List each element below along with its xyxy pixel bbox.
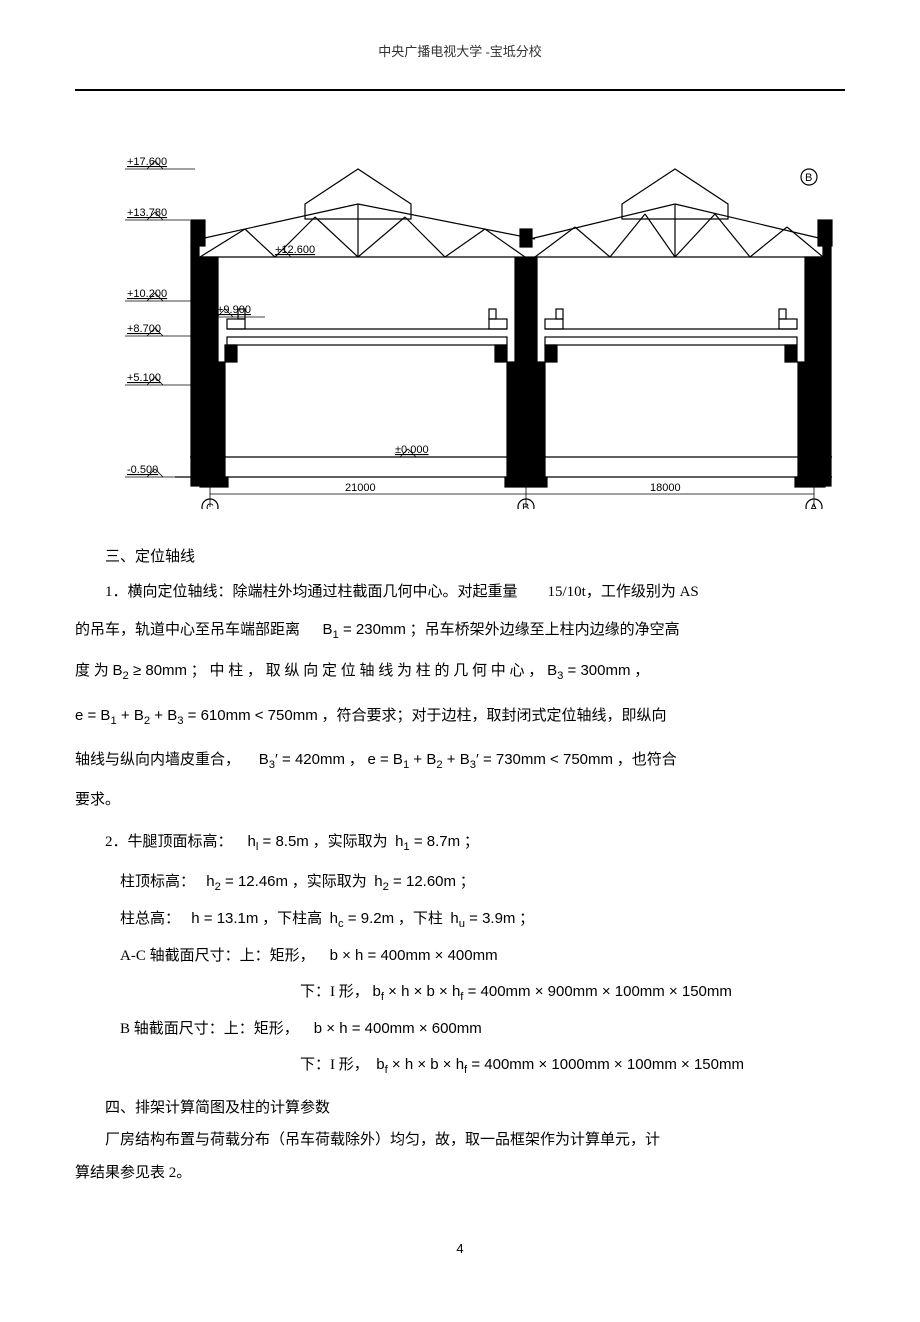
- text: 的吊车，轨道中心至吊车端部距离: [75, 622, 300, 638]
- elev-top: +17.600: [127, 156, 167, 168]
- text: ；吊车桥架外边缘至上柱内边缘的净空高: [410, 622, 680, 638]
- text: A-C 轴截面尺寸：上：矩形，: [120, 948, 315, 964]
- text: ，也符合: [617, 752, 677, 768]
- text: ；: [460, 874, 475, 890]
- text: ；: [464, 834, 479, 850]
- axis-b: B: [522, 502, 529, 509]
- formula-h1a: hl = 8.5m: [248, 833, 309, 850]
- text: ，: [634, 663, 649, 679]
- section4-title: 四、排架计算简图及柱的计算参数: [75, 1094, 845, 1123]
- s3-p6: 下：I 形， bf × h × b × hf = 400mm × 900mm ×…: [75, 974, 845, 1011]
- header-rule: [75, 89, 845, 91]
- s4-p1: 厂房结构布置与荷载分布（吊车荷载除外）均匀，故，取一品框架作为计算单元，计: [75, 1126, 845, 1155]
- section3-title: 三、定位轴线: [75, 543, 845, 572]
- elev-truss: +12.600: [275, 244, 315, 256]
- elev-ground: ±0.000: [395, 444, 429, 456]
- formula-h1b: h1 = 8.7m: [395, 833, 460, 850]
- building-section-diagram: +17.600 +13.780 +12.600 +10.200 +9.900 +…: [75, 109, 845, 509]
- elev-crane: +10.200: [127, 288, 167, 300]
- text: B 轴截面尺寸：上：矩形，: [120, 1021, 299, 1037]
- elev-corbel: +8.700: [127, 323, 161, 335]
- s3-p1-line6: 要求。: [75, 784, 845, 817]
- formula-h2a: h2 = 12.46m: [206, 873, 288, 890]
- elev-foundation: -0.500: [127, 464, 158, 476]
- formula-b3p: B3′ = 420mm: [259, 751, 345, 768]
- text: ； 中 柱 ， 取 纵 向 定 位 轴 线 为 柱 的 几 何 中 心 ，: [191, 663, 547, 679]
- formula-b3: B3 = 300mm: [547, 662, 630, 679]
- text: ；: [519, 911, 534, 927]
- s3-p4: 柱总高： h = 13.1m ，下柱高 hc = 9.2m ，下柱 hu = 3…: [75, 901, 845, 938]
- s3-p1-line3: 度 为 B2 ≥ 80mm ； 中 柱 ， 取 纵 向 定 位 轴 线 为 柱 …: [75, 651, 845, 691]
- s3-p5: A-C 轴截面尺寸：上：矩形， b × h = 400mm × 400mm: [75, 938, 845, 974]
- s3-p1-line4: e = B1 + B2 + B3 = 610mm < 750mm ，符合要求；对…: [75, 696, 845, 736]
- s3-p3: 柱顶标高： h2 = 12.46m ，实际取为 h2 = 12.60m ；: [75, 864, 845, 901]
- formula-hc: hc = 9.2m: [330, 910, 394, 927]
- text: 下：I 形，: [300, 1057, 369, 1073]
- s3-p7: B 轴截面尺寸：上：矩形， b × h = 400mm × 600mm: [75, 1011, 845, 1047]
- text: ，实际取为: [313, 834, 388, 850]
- elev-eave: +13.780: [127, 207, 167, 219]
- span-right: 18000: [650, 482, 681, 494]
- formula-b2: B2 ≥ 80mm: [113, 662, 188, 679]
- s3-p8: 下：I 形， bf × h × b × hf = 400mm × 1000mm …: [75, 1047, 845, 1084]
- axis-roof: B: [805, 172, 812, 184]
- formula-ac-top: b × h = 400mm × 400mm: [330, 947, 498, 964]
- text: ，符合要求；对于边柱，取封闭式定位轴线，即纵向: [321, 708, 666, 724]
- text: ，实际取为: [292, 874, 367, 890]
- text: 15/10t，工作级别为 AS: [548, 584, 699, 600]
- formula-h: h = 13.1m: [191, 910, 258, 927]
- elev-rail: +9.900: [217, 304, 251, 316]
- axis-c: C: [206, 502, 214, 509]
- formula-hu: hu = 3.9m: [450, 910, 515, 927]
- s3-p2: 2．牛腿顶面标高： hl = 8.5m ，实际取为 h1 = 8.7m ；: [75, 825, 845, 860]
- text: 2．牛腿顶面标高：: [105, 834, 233, 850]
- formula-h2b: h2 = 12.60m: [374, 873, 456, 890]
- formula-b-top: b × h = 400mm × 600mm: [314, 1020, 482, 1037]
- text: 下：I 形，: [300, 984, 369, 1000]
- s3-p1-line5: 轴线与纵向内墙皮重合， B3′ = 420mm ， e = B1 + B2 + …: [75, 740, 845, 780]
- page-header: 中央广播电视大学 -宝坻分校: [75, 40, 845, 69]
- s4-p2: 算结果参见表 2。: [75, 1159, 845, 1188]
- page-number: 4: [75, 1237, 845, 1262]
- elev-mid: +5.100: [127, 372, 161, 384]
- formula-b1: B1 = 230mm: [323, 621, 406, 638]
- formula-e1: e = B1 + B2 + B3 = 610mm < 750mm: [75, 707, 318, 724]
- text: 柱总高：: [120, 911, 180, 927]
- s3-p1-line2: 的吊车，轨道中心至吊车端部距离 B1 = 230mm ；吊车桥架外边缘至上柱内边…: [75, 613, 845, 648]
- text: ，下柱高: [262, 911, 322, 927]
- formula-ac-bot: bf × h × b × hf = 400mm × 900mm × 100mm …: [373, 983, 732, 1000]
- text: 1．横向定位轴线：除端柱外均通过柱截面几何中心。对起重量: [105, 584, 518, 600]
- text: 柱顶标高：: [120, 874, 195, 890]
- formula-b-bot: bf × h × b × hf = 400mm × 1000mm × 100mm…: [376, 1056, 744, 1073]
- axis-a: A: [810, 502, 818, 509]
- formula-e2: e = B1 + B2 + B3′ = 730mm < 750mm: [368, 751, 614, 768]
- text: 度 为: [75, 663, 113, 679]
- text: 轴线与纵向内墙皮重合，: [75, 752, 240, 768]
- text: ，下柱: [398, 911, 443, 927]
- text: ，: [349, 752, 368, 768]
- s3-p1-line1: 1．横向定位轴线：除端柱外均通过柱截面几何中心。对起重量 15/10t，工作级别…: [75, 576, 845, 609]
- span-left: 21000: [345, 482, 376, 494]
